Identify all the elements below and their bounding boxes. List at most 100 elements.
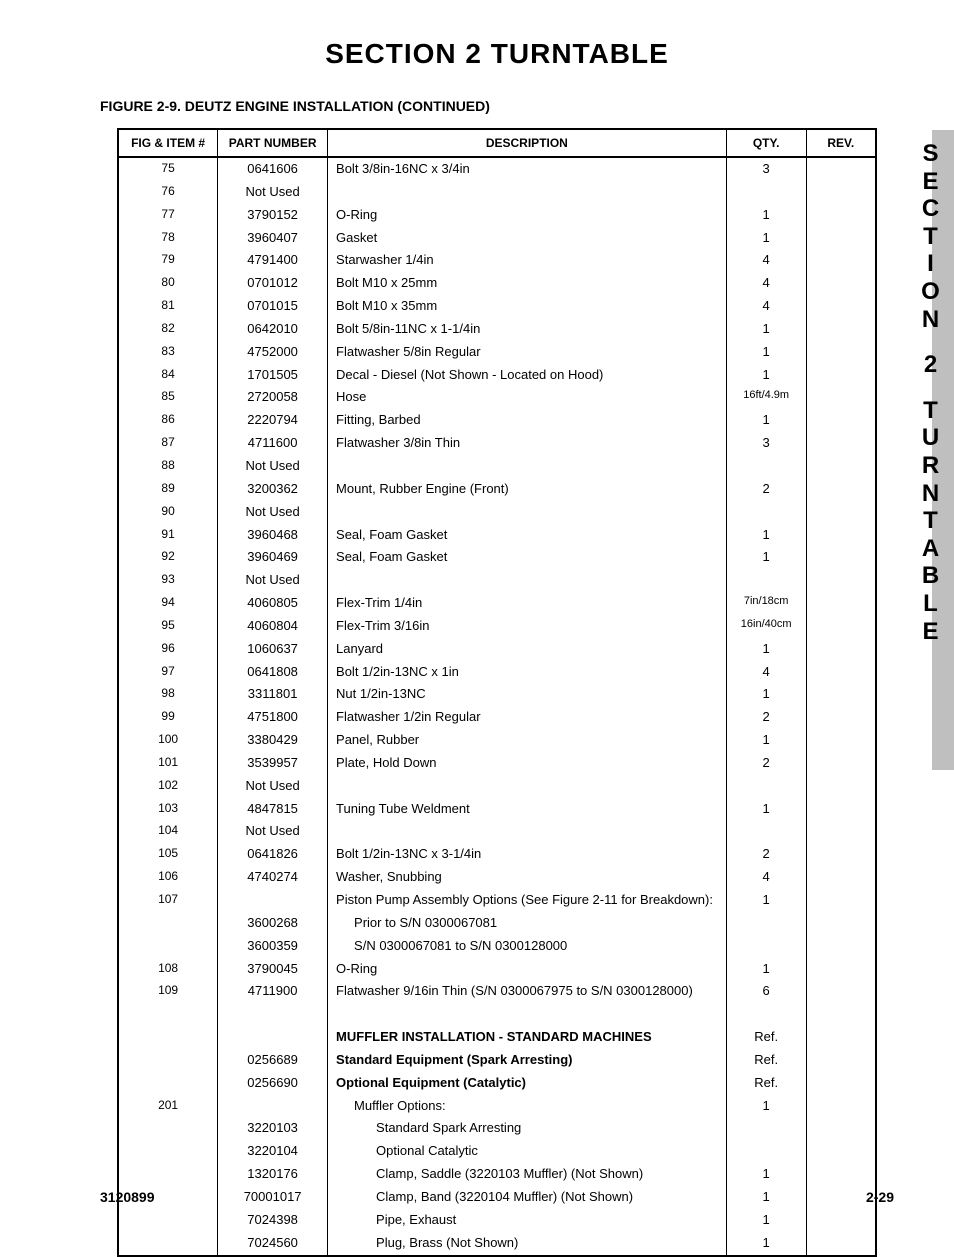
- cell-rev: [806, 889, 876, 912]
- cell-qty: 4: [726, 866, 806, 889]
- table-row: 107Piston Pump Assembly Options (See Fig…: [118, 889, 876, 912]
- table-row: 0256690Optional Equipment (Catalytic)Ref…: [118, 1072, 876, 1095]
- cell-desc: MUFFLER INSTALLATION - STANDARD MACHINES: [328, 1026, 727, 1049]
- cell-qty: [726, 1140, 806, 1163]
- cell-item: [118, 935, 218, 958]
- cell-part: 3600359: [218, 935, 328, 958]
- table-row: 102Not Used: [118, 775, 876, 798]
- cell-rev: [806, 820, 876, 843]
- side-tab: SECTION2TURNTABLE: [908, 130, 954, 770]
- cell-qty: 2: [726, 706, 806, 729]
- cell-desc: Seal, Foam Gasket: [328, 546, 727, 569]
- table-row: 3600359S/N 0300067081 to S/N 0300128000: [118, 935, 876, 958]
- cell-rev: [806, 1003, 876, 1026]
- cell-part: 3960407: [218, 227, 328, 250]
- cell-rev: [806, 478, 876, 501]
- cell-qty: [726, 820, 806, 843]
- cell-item: 83: [118, 341, 218, 364]
- cell-part: Not Used: [218, 501, 328, 524]
- cell-desc: Flatwasher 5/8in Regular: [328, 341, 727, 364]
- cell-item: [118, 1049, 218, 1072]
- cell-rev: [806, 204, 876, 227]
- cell-desc: Piston Pump Assembly Options (See Figure…: [328, 889, 727, 912]
- table-row: 783960407Gasket1: [118, 227, 876, 250]
- cell-item: 94: [118, 592, 218, 615]
- cell-qty: 1: [726, 204, 806, 227]
- cell-part: 3311801: [218, 683, 328, 706]
- cell-desc: Standard Equipment (Spark Arresting): [328, 1049, 727, 1072]
- cell-qty: 1: [726, 318, 806, 341]
- cell-qty: 1: [726, 1095, 806, 1118]
- table-row: 1050641826Bolt 1/2in-13NC x 3-1/4in2: [118, 843, 876, 866]
- cell-part: 2220794: [218, 409, 328, 432]
- cell-rev: [806, 295, 876, 318]
- cell-item: 75: [118, 157, 218, 181]
- cell-part: Not Used: [218, 455, 328, 478]
- cell-rev: [806, 866, 876, 889]
- cell-part: 0641606: [218, 157, 328, 181]
- table-row: 201Muffler Options:1: [118, 1095, 876, 1118]
- cell-rev: [806, 1049, 876, 1072]
- side-tab-letter: R: [908, 452, 954, 480]
- footer-right: 2-29: [866, 1189, 894, 1205]
- document-page: SECTION 2 TURNTABLE FIGURE 2-9. DEUTZ EN…: [0, 0, 954, 1235]
- cell-desc: O-Ring: [328, 958, 727, 981]
- cell-qty: 1: [726, 227, 806, 250]
- cell-item: 76: [118, 181, 218, 204]
- table-row: 88Not Used: [118, 455, 876, 478]
- cell-desc: Flatwasher 1/2in Regular: [328, 706, 727, 729]
- table-row: 1083790045O-Ring1: [118, 958, 876, 981]
- cell-part: 1701505: [218, 364, 328, 387]
- cell-desc: [328, 181, 727, 204]
- table-row: 794791400Starwasher 1/4in4: [118, 249, 876, 272]
- cell-part: 3960469: [218, 546, 328, 569]
- cell-rev: [806, 752, 876, 775]
- cell-item: 98: [118, 683, 218, 706]
- cell-rev: [806, 501, 876, 524]
- table-row: 1094711900Flatwasher 9/16in Thin (S/N 03…: [118, 980, 876, 1003]
- cell-desc: [328, 1003, 727, 1026]
- cell-item: 87: [118, 432, 218, 455]
- cell-rev: [806, 1140, 876, 1163]
- col-header-rev: REV.: [806, 129, 876, 157]
- table-row: 1034847815Tuning Tube Weldment1: [118, 798, 876, 821]
- table-row: MUFFLER INSTALLATION - STANDARD MACHINES…: [118, 1026, 876, 1049]
- footer-left: 3120899: [100, 1189, 155, 1205]
- cell-qty: 16in/40cm: [726, 615, 806, 638]
- cell-qty: Ref.: [726, 1026, 806, 1049]
- cell-part: 7024398: [218, 1209, 328, 1232]
- table-row: 800701012Bolt M10 x 25mm4: [118, 272, 876, 295]
- cell-part: 4740274: [218, 866, 328, 889]
- cell-desc: Flex-Trim 1/4in: [328, 592, 727, 615]
- cell-rev: [806, 798, 876, 821]
- cell-part: 4711900: [218, 980, 328, 1003]
- cell-item: 97: [118, 661, 218, 684]
- cell-rev: [806, 318, 876, 341]
- cell-item: [118, 1140, 218, 1163]
- cell-desc: Standard Spark Arresting: [328, 1117, 727, 1140]
- side-tab-letter: L: [908, 590, 954, 618]
- cell-item: 92: [118, 546, 218, 569]
- cell-desc: Bolt 3/8in-16NC x 3/4in: [328, 157, 727, 181]
- cell-item: 105: [118, 843, 218, 866]
- cell-desc: Flatwasher 3/8in Thin: [328, 432, 727, 455]
- cell-item: 103: [118, 798, 218, 821]
- figure-title: FIGURE 2-9. DEUTZ ENGINE INSTALLATION (C…: [100, 98, 894, 114]
- cell-desc: O-Ring: [328, 204, 727, 227]
- cell-part: 3600268: [218, 912, 328, 935]
- side-tab-letter: O: [908, 278, 954, 306]
- side-tab-letter: S: [908, 140, 954, 168]
- cell-qty: [726, 1117, 806, 1140]
- cell-part: 0641808: [218, 661, 328, 684]
- table-row: 983311801Nut 1/2in-13NC1: [118, 683, 876, 706]
- table-row: 90Not Used: [118, 501, 876, 524]
- cell-desc: Mount, Rubber Engine (Front): [328, 478, 727, 501]
- cell-desc: Hose: [328, 386, 727, 409]
- cell-desc: Bolt 1/2in-13NC x 3-1/4in: [328, 843, 727, 866]
- cell-rev: [806, 912, 876, 935]
- cell-part: [218, 889, 328, 912]
- cell-rev: [806, 980, 876, 1003]
- cell-item: [118, 1003, 218, 1026]
- cell-qty: Ref.: [726, 1072, 806, 1095]
- cell-rev: [806, 386, 876, 409]
